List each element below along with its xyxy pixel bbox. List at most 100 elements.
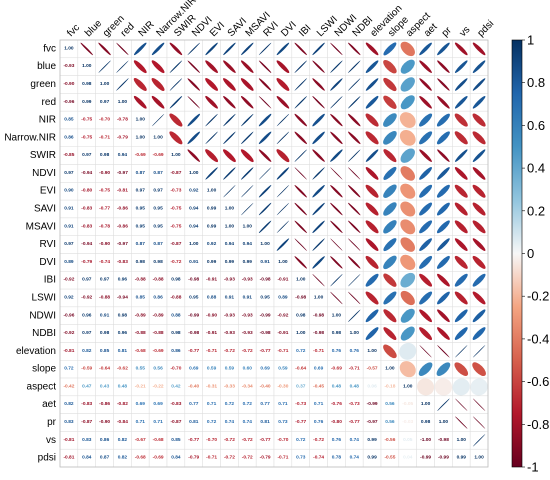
cell-ellipse xyxy=(383,291,397,305)
cell-ellipse xyxy=(365,273,379,287)
cell-value: 0.99 xyxy=(225,259,235,265)
cell-value: 0.69 xyxy=(189,366,199,372)
cell-value: -0.67 xyxy=(135,437,146,443)
column-label: blue xyxy=(83,18,104,39)
cell-ellipse xyxy=(436,113,450,127)
cell-value: 0.85 xyxy=(171,437,181,443)
cell-ellipse xyxy=(223,113,236,127)
cell-ellipse xyxy=(330,113,343,127)
cell-value: 0.99 xyxy=(457,455,467,461)
cell-ellipse xyxy=(437,78,450,91)
cell-ellipse xyxy=(223,78,236,91)
cell-value: -0.03 xyxy=(402,419,413,425)
cell-value: -0.78 xyxy=(117,117,128,123)
cell-value: 0.74 xyxy=(350,455,360,461)
cell-ellipse xyxy=(294,185,307,198)
cell-ellipse xyxy=(169,78,183,91)
row-label: green xyxy=(30,79,56,90)
cell-value: -0.71 xyxy=(349,366,360,372)
cell-value: 0.95 xyxy=(189,294,199,300)
row-label: red xyxy=(42,97,56,108)
cell-value: -0.93 xyxy=(242,330,253,336)
cell-ellipse xyxy=(258,113,272,127)
cell-value: -0.71 xyxy=(277,348,288,354)
cell-ellipse xyxy=(400,166,416,181)
cell-value: 1.00 xyxy=(278,259,288,265)
cell-ellipse xyxy=(400,41,415,57)
cell-ellipse xyxy=(400,201,416,217)
cell-ellipse xyxy=(434,378,453,396)
row-label: vs xyxy=(46,435,56,446)
cell-value: -0.71 xyxy=(313,348,324,354)
cell-value: -0.31 xyxy=(206,383,217,389)
cell-ellipse xyxy=(169,60,183,73)
cell-ellipse xyxy=(151,78,165,91)
cell-ellipse xyxy=(419,345,432,358)
cell-value: -0.78 xyxy=(99,223,110,229)
cell-value: 0.91 xyxy=(189,259,199,265)
cell-value: -0.80 xyxy=(81,188,92,194)
cell-ellipse xyxy=(472,398,486,411)
cell-value: -0.83 xyxy=(81,206,92,212)
cell-value: 1.00 xyxy=(189,241,199,247)
cell-ellipse xyxy=(205,167,218,180)
cell-value: -0.94 xyxy=(81,170,92,176)
cell-ellipse xyxy=(419,273,433,287)
cell-value: 0.72 xyxy=(296,437,306,443)
cell-ellipse xyxy=(419,42,432,56)
cell-ellipse xyxy=(98,42,111,56)
cell-ellipse xyxy=(348,149,361,162)
column-label: NIR xyxy=(137,19,157,39)
cell-ellipse xyxy=(187,96,200,109)
cell-value: -0.72 xyxy=(242,348,253,354)
cell-value: -0.86 xyxy=(117,206,128,212)
cell-ellipse xyxy=(241,167,254,180)
cell-ellipse xyxy=(133,77,147,91)
cell-value: -0.73 xyxy=(295,401,306,407)
cell-value: 0.05 xyxy=(403,437,413,443)
cell-ellipse xyxy=(472,220,486,234)
cell-ellipse xyxy=(276,167,290,180)
colorbar-tick-label: -0.2 xyxy=(527,289,549,304)
cell-ellipse xyxy=(437,273,450,287)
cell-ellipse xyxy=(383,309,397,323)
cell-ellipse xyxy=(312,184,325,198)
cell-ellipse xyxy=(276,60,290,74)
cell-ellipse xyxy=(258,220,272,234)
cell-ellipse xyxy=(151,113,165,127)
cell-ellipse xyxy=(294,60,307,73)
cell-value: -0.93 xyxy=(242,312,253,318)
cell-value: 0.98 xyxy=(332,330,342,336)
cell-value: 0.59 xyxy=(278,366,288,372)
cell-ellipse xyxy=(330,291,343,305)
row-label: blue xyxy=(37,61,56,72)
cell-value: 0.60 xyxy=(243,366,253,372)
cell-ellipse xyxy=(472,327,486,340)
cell-ellipse xyxy=(419,113,433,127)
cell-ellipse xyxy=(454,149,468,162)
cell-value: 0.85 xyxy=(136,294,146,300)
cell-value: -0.94 xyxy=(81,241,92,247)
cell-value: -0.81 xyxy=(63,455,74,461)
cell-ellipse xyxy=(312,78,325,91)
cell-value: -0.70 xyxy=(99,117,110,123)
cell-value: 0.47 xyxy=(82,383,92,389)
cell-ellipse xyxy=(205,113,218,127)
cell-value: 0.99 xyxy=(367,437,377,443)
cell-value: -0.92 xyxy=(63,277,74,283)
cell-ellipse xyxy=(419,327,433,341)
colorbar-gradient xyxy=(511,39,523,468)
cell-ellipse xyxy=(472,42,486,56)
cell-value: 0.90 xyxy=(64,188,74,194)
cell-value: 0.82 xyxy=(82,348,92,354)
cell-value: -0.77 xyxy=(295,419,306,425)
column-label: DVI xyxy=(279,20,299,40)
cell-ellipse xyxy=(400,290,415,306)
cell-ellipse xyxy=(205,78,218,91)
cell-ellipse xyxy=(294,220,307,234)
cell-ellipse xyxy=(312,96,325,109)
cell-value: -0.92 xyxy=(277,312,288,318)
cell-value: -0.72 xyxy=(224,437,235,443)
cell-value: 0.84 xyxy=(82,455,92,461)
